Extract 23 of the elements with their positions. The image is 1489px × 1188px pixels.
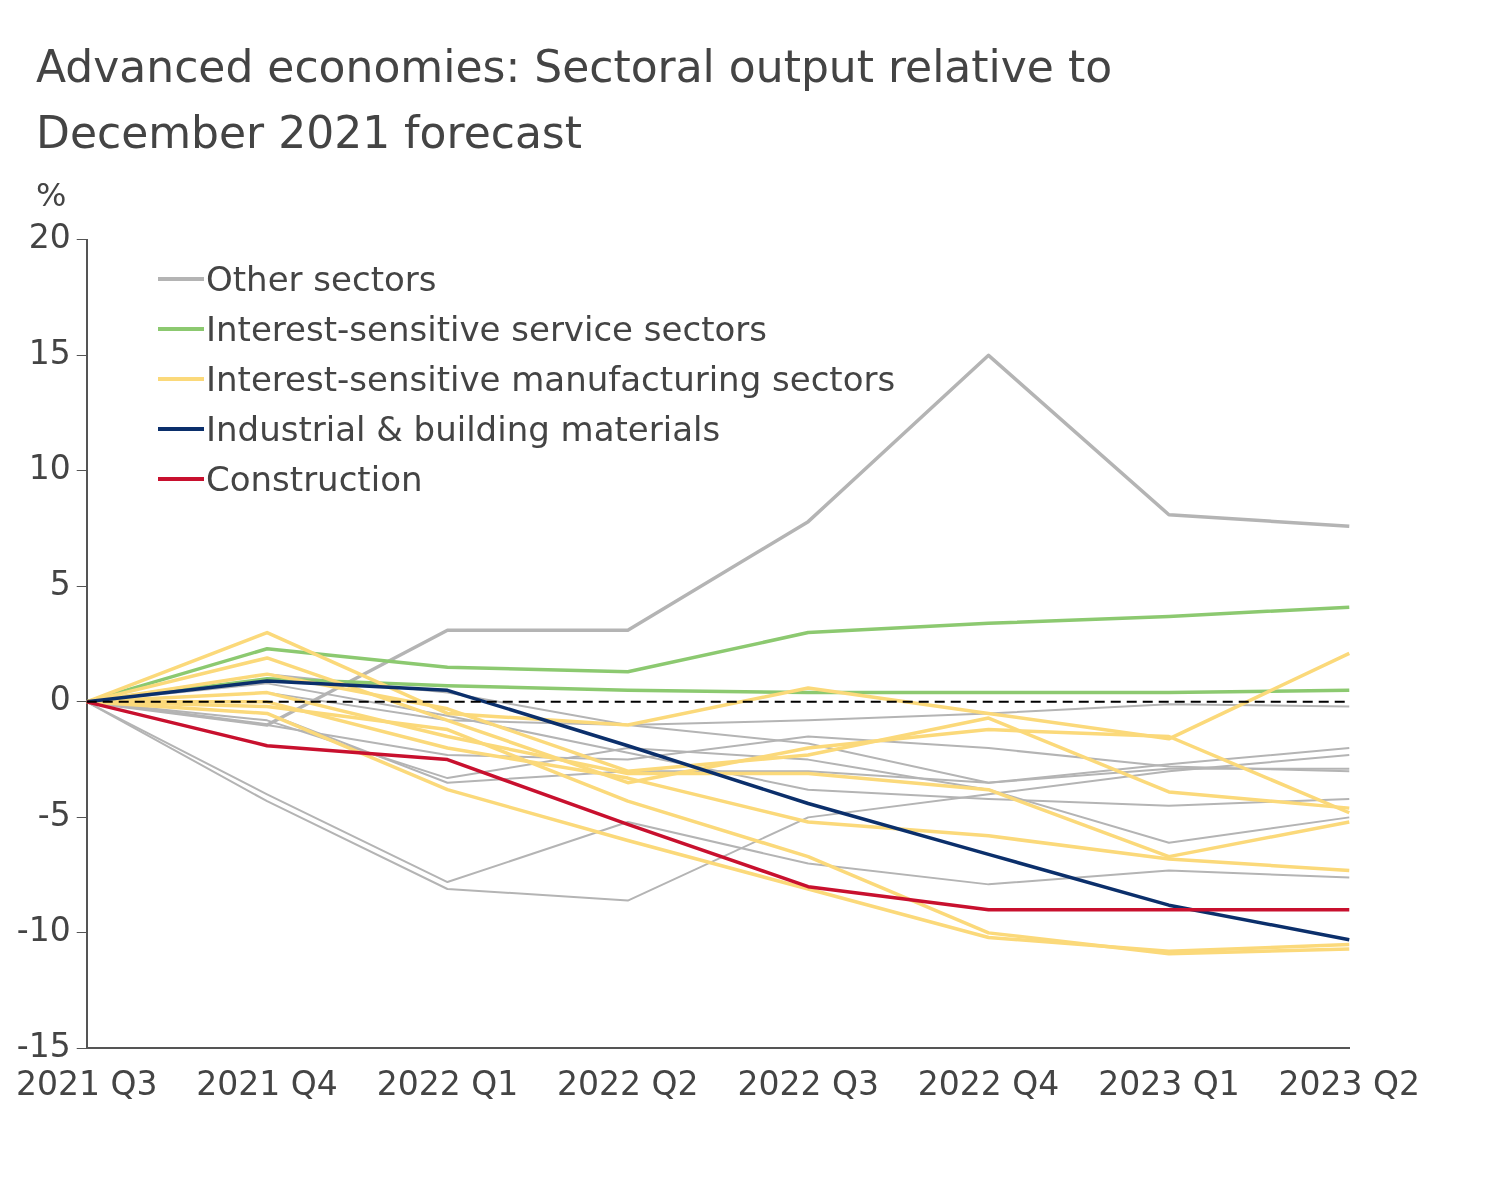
x-tick-label: 2022 Q4 <box>917 1063 1060 1103</box>
x-tick-label: 2023 Q2 <box>1278 1063 1421 1103</box>
x-tick-label: 2021 Q4 <box>196 1063 338 1103</box>
x-tick-label: 2022 Q3 <box>737 1063 879 1103</box>
y-tick-label: 5 <box>49 563 71 603</box>
y-tick-label: 15 <box>28 332 71 372</box>
legend-label: Construction <box>206 459 423 499</box>
legend-label: Other sectors <box>206 259 437 299</box>
y-tick-label: 0 <box>49 679 71 719</box>
y-tick-label: 20 <box>28 217 71 257</box>
x-tick-label: 2022 Q2 <box>557 1063 699 1103</box>
chart-title: Advanced economies: Sectoral output relative to December 2021 forecast <box>36 40 1114 160</box>
y-tick-label: -10 <box>16 910 71 950</box>
legend-label: Interest-sensitive manufacturing sectors <box>206 359 896 399</box>
x-tick-label: 2023 Q1 <box>1098 1063 1240 1103</box>
legend-label: Interest-sensitive service sectors <box>206 309 767 349</box>
legend-label: Industrial & building materials <box>206 409 721 449</box>
y-tick-label: 10 <box>28 448 71 488</box>
x-tick-label: 2022 Q1 <box>376 1063 519 1103</box>
x-tick-label: 2021 Q3 <box>15 1063 158 1103</box>
y-axis-title: % <box>36 176 68 214</box>
y-tick-label: -15 <box>16 1025 71 1065</box>
y-tick-label: -5 <box>37 794 71 834</box>
